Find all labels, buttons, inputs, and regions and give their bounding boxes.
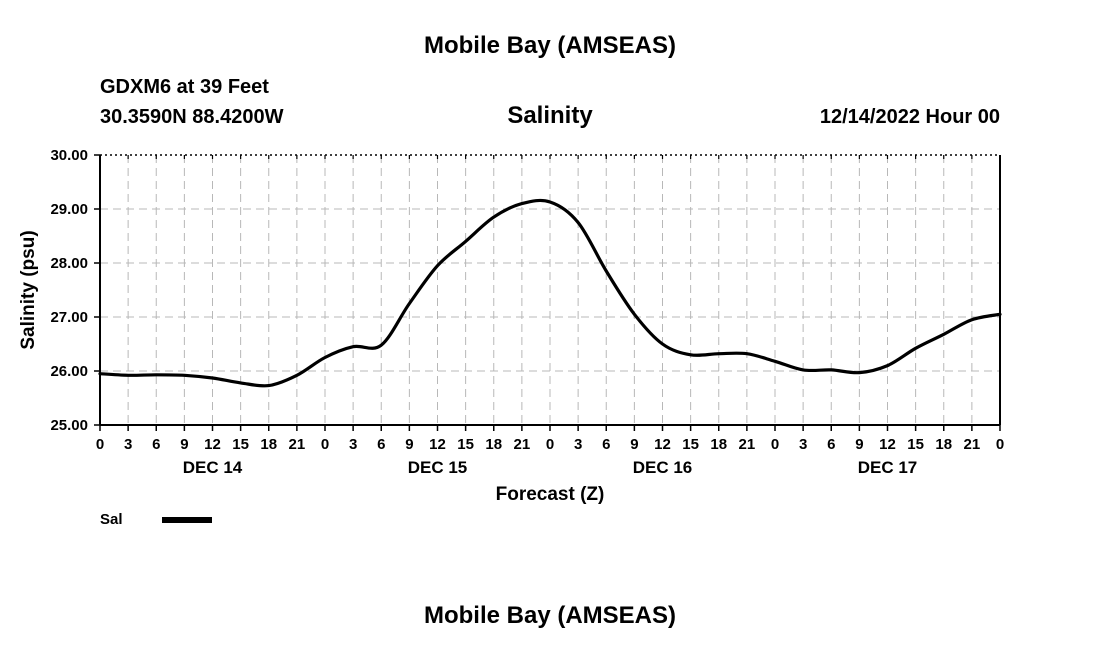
x-tick-label: 6: [602, 436, 610, 453]
x-tick-label: 15: [457, 436, 474, 453]
x-tick-label: 3: [349, 436, 357, 453]
x-tick-label: 9: [630, 436, 638, 453]
x-day-label: DEC 17: [858, 458, 918, 477]
x-tick-label: 18: [485, 436, 502, 453]
x-tick-label: 6: [377, 436, 385, 453]
x-tick-label: 12: [204, 436, 221, 453]
x-day-label: DEC 16: [633, 458, 693, 477]
x-tick-label: 18: [935, 436, 952, 453]
x-tick-label: 0: [321, 436, 329, 453]
x-tick-label: 0: [996, 436, 1004, 453]
chart-bottom-title: Mobile Bay (AMSEAS): [423, 602, 677, 629]
x-tick-label: 12: [879, 436, 896, 453]
x-tick-label: 15: [682, 436, 699, 453]
x-tick-label: 15: [907, 436, 924, 453]
x-tick-label: 0: [546, 436, 554, 453]
x-tick-label: 21: [289, 436, 306, 453]
x-tick-label: 0: [96, 436, 104, 453]
y-tick-label: 25.00: [50, 417, 88, 434]
x-tick-label: 21: [739, 436, 756, 453]
x-tick-label: 0: [771, 436, 779, 453]
series-line-sal: [98, 198, 1002, 388]
grid-layer: [100, 155, 1000, 425]
x-tick-label: 9: [855, 436, 863, 453]
legend-swatch: [162, 517, 212, 523]
x-day-label: DEC 15: [408, 458, 468, 477]
x-tick-label: 3: [124, 436, 132, 453]
y-tick-label: 27.00: [50, 309, 88, 326]
series-layer: [98, 198, 1002, 388]
station-label: GDXM6 at 39 Feet: [100, 76, 269, 98]
x-tick-label: 18: [710, 436, 727, 453]
x-tick-label: 3: [574, 436, 582, 453]
axis-layer: 25.00 26.00 27.00 28.00 29.00 30.00 0 3 6 9 12 15 18…: [50, 147, 1004, 477]
x-tick-label: 9: [180, 436, 188, 453]
y-tick-label: 29.00: [50, 201, 88, 218]
x-day-label: DEC 14: [183, 458, 243, 477]
x-tick-label: 12: [429, 436, 446, 453]
station-coords: 30.3590N 88.4200W: [100, 106, 284, 128]
chart-top-title: Mobile Bay (AMSEAS): [423, 32, 677, 59]
y-axis-title: Salinity (psu): [18, 230, 39, 349]
x-tick-label: 15: [232, 436, 249, 453]
legend-label: Sal: [100, 511, 123, 528]
x-tick-label: 21: [964, 436, 981, 453]
chart-title: Salinity: [507, 102, 593, 129]
x-tick-label: 18: [260, 436, 277, 453]
x-tick-label: 12: [654, 436, 671, 453]
y-tick-label: 26.00: [50, 363, 88, 380]
y-tick-label: 30.00: [50, 147, 88, 164]
x-tick-label: 21: [514, 436, 531, 453]
x-tick-label: 6: [827, 436, 835, 453]
x-tick-label: 3: [799, 436, 807, 453]
x-tick-label: 9: [405, 436, 413, 453]
y-tick-label: 28.00: [50, 255, 88, 272]
x-axis-title: Forecast (Z): [496, 484, 605, 505]
x-tick-label: 6: [152, 436, 160, 453]
forecast-datetime: 12/14/2022 Hour 00: [819, 106, 1000, 128]
